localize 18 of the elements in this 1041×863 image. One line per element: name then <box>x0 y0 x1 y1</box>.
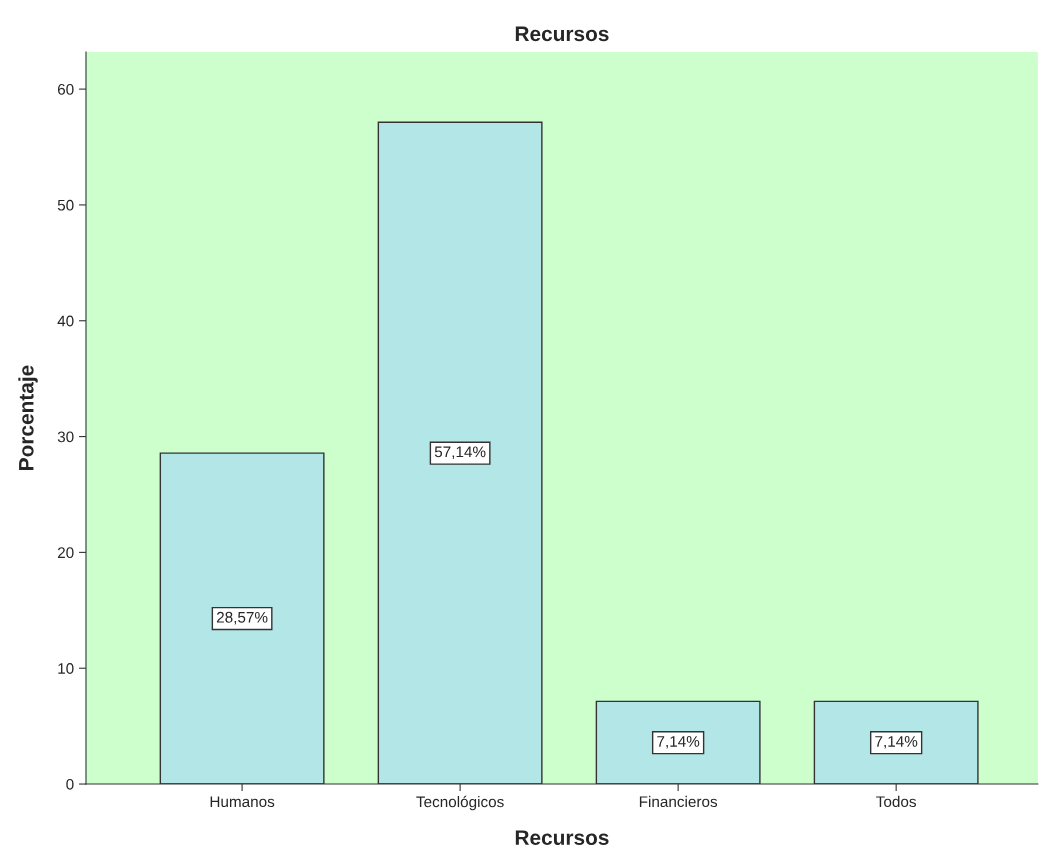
y-tick-label: 60 <box>57 83 74 95</box>
y-tick-label: 50 <box>57 199 74 211</box>
data-label: 28,57% <box>216 611 268 625</box>
data-label: 7,14% <box>657 736 700 749</box>
y-tick-label: 0 <box>66 778 74 790</box>
x-tick-label: Financieros <box>639 795 718 808</box>
y-axis-title: Porcentaje <box>18 365 38 470</box>
data-label: 57,14% <box>434 446 486 460</box>
x-tick-label: Todos <box>876 795 916 808</box>
x-tick-label: Humanos <box>210 796 275 808</box>
x-axis-title: Recursos <box>515 830 609 846</box>
y-tick-label: 20 <box>57 547 74 559</box>
y-tick-label: 10 <box>58 663 74 674</box>
x-tick-label: Tecnológicos <box>416 795 504 811</box>
y-tick-label: 30 <box>57 431 74 443</box>
data-label: 7,14% <box>875 736 918 749</box>
y-tick-label: 40 <box>57 315 74 327</box>
chart-title: Recursos <box>515 26 609 42</box>
